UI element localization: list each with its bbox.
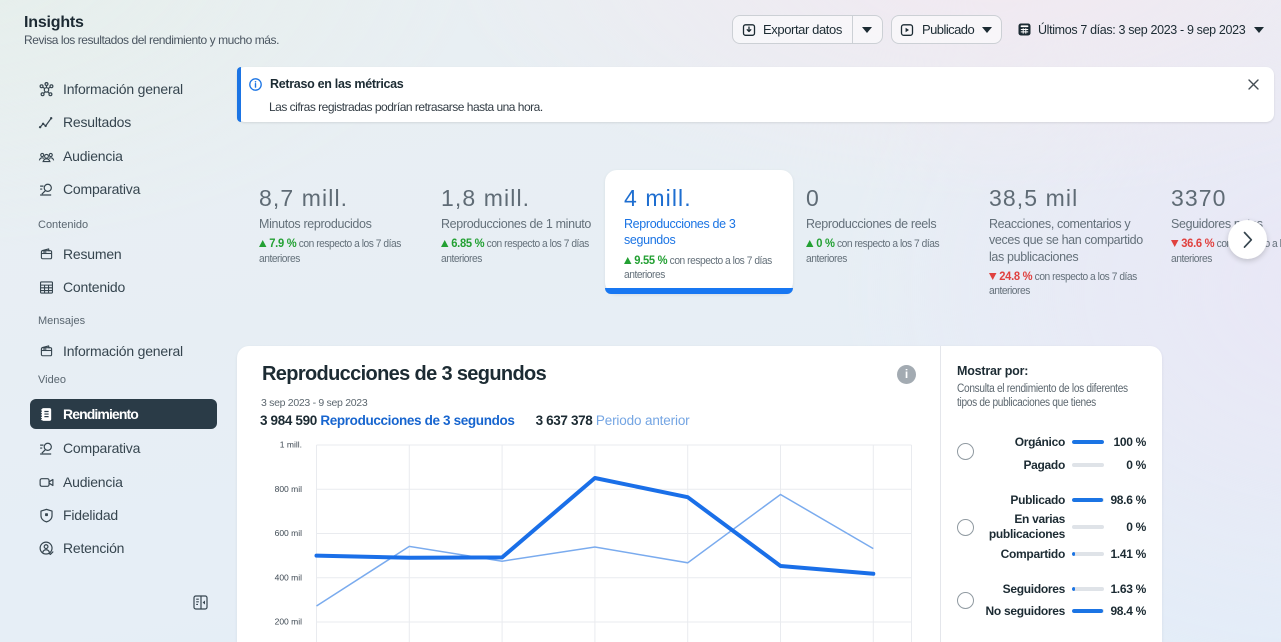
svg-text:600 mil: 600 mil: [275, 528, 303, 538]
svg-text:400 mil: 400 mil: [275, 573, 303, 583]
svg-text:1 mill.: 1 mill.: [280, 440, 302, 450]
svg-text:200 mil: 200 mil: [275, 617, 303, 627]
svg-text:800 mil: 800 mil: [275, 484, 303, 494]
